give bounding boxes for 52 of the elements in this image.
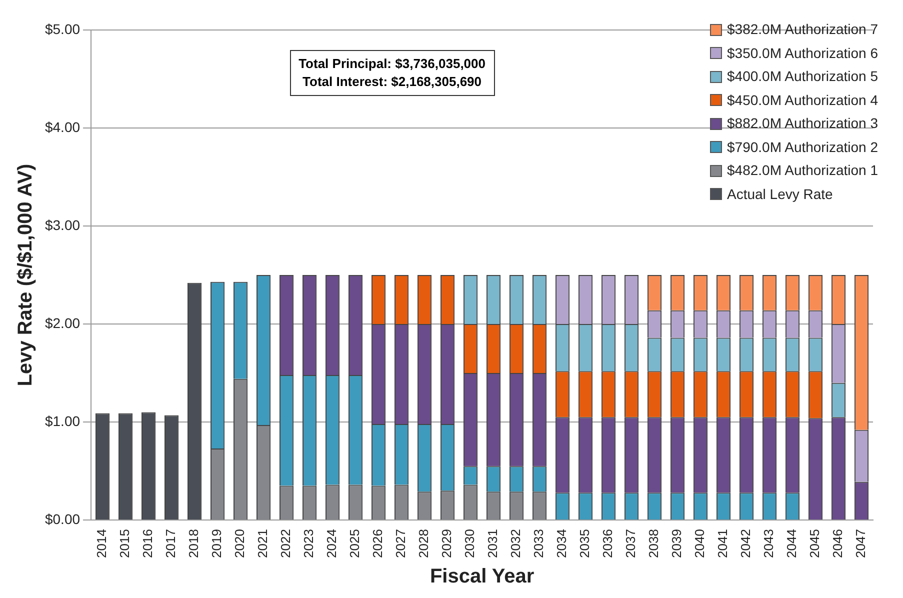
x-tick-label: 2027 <box>393 529 408 558</box>
x-tick-label: 2044 <box>784 529 800 558</box>
x-axis-title: Fiscal Year <box>430 566 534 588</box>
x-tick-label: 2034 <box>554 529 570 558</box>
x-tick-label: 2021 <box>255 529 270 558</box>
x-tick-label: 2014 <box>94 529 110 558</box>
x-tick-label: 2038 <box>646 529 662 558</box>
legend-label: $882.0M Authorization 3 <box>727 114 878 133</box>
y-tick-label: $5.00 <box>44 20 80 37</box>
x-tick-label: 2045 <box>807 529 822 558</box>
x-tick-label: 2040 <box>692 529 708 558</box>
x-tick-label: 2030 <box>462 529 478 558</box>
x-tick-label: 2028 <box>416 529 432 558</box>
legend-label: Actual Levy Rate <box>727 184 833 204</box>
annotation: Total Interest: $2,168,305,690 <box>302 73 483 91</box>
legend-label: $350.0M Authorization 6 <box>727 44 878 62</box>
x-tick-label: 2033 <box>531 529 546 558</box>
x-tick-label: 2035 <box>577 529 592 558</box>
x-tick-label: 2020 <box>232 529 248 558</box>
y-tick-label: $3.00 <box>44 216 80 233</box>
x-tick-label: 2032 <box>508 529 524 558</box>
y-axis-title: Levy Rate ($/$1,000 AV) <box>14 164 37 386</box>
legend-label: $790.0M Authorization 2 <box>727 138 878 156</box>
legend-label: $400.0M Authorization 5 <box>727 67 878 86</box>
x-tick-label: 2026 <box>370 529 386 558</box>
x-tick-label: 2017 <box>163 529 178 558</box>
x-tick-label: 2025 <box>347 529 362 558</box>
x-tick-label: 2023 <box>301 529 316 558</box>
x-tick-label: 2024 <box>324 529 340 558</box>
x-tick-label: 2016 <box>140 529 156 558</box>
x-tick-label: 2015 <box>117 529 132 558</box>
x-tick-label: 2043 <box>761 529 776 558</box>
x-tick-label: 2046 <box>830 529 846 558</box>
legend-label: $482.0M Authorization 1 <box>727 161 878 180</box>
y-tick-label: $1.00 <box>44 412 80 429</box>
x-tick-label: 2039 <box>669 529 684 558</box>
x-tick-label: 2018 <box>186 529 202 558</box>
x-tick-label: 2019 <box>209 529 224 558</box>
x-tick-label: 2029 <box>439 529 454 558</box>
y-tick-label: $4.00 <box>44 118 80 135</box>
x-tick-label: 2036 <box>600 529 616 558</box>
x-tick-label: 2042 <box>738 529 754 558</box>
x-tick-label: 2037 <box>623 529 638 558</box>
x-tick-label: 2041 <box>715 529 730 558</box>
annotation: Total Principal: $3,736,035,000 <box>298 55 486 73</box>
x-tick-label: 2031 <box>485 529 500 558</box>
legend-label: $450.0M Authorization 4 <box>727 90 878 110</box>
legend-label: $382.0M Authorization 7 <box>727 20 878 39</box>
y-tick-label: $2.00 <box>44 314 80 331</box>
y-tick-label: $0.00 <box>44 510 80 527</box>
x-tick-label: 2047 <box>853 529 868 558</box>
x-tick-label: 2022 <box>278 529 294 558</box>
